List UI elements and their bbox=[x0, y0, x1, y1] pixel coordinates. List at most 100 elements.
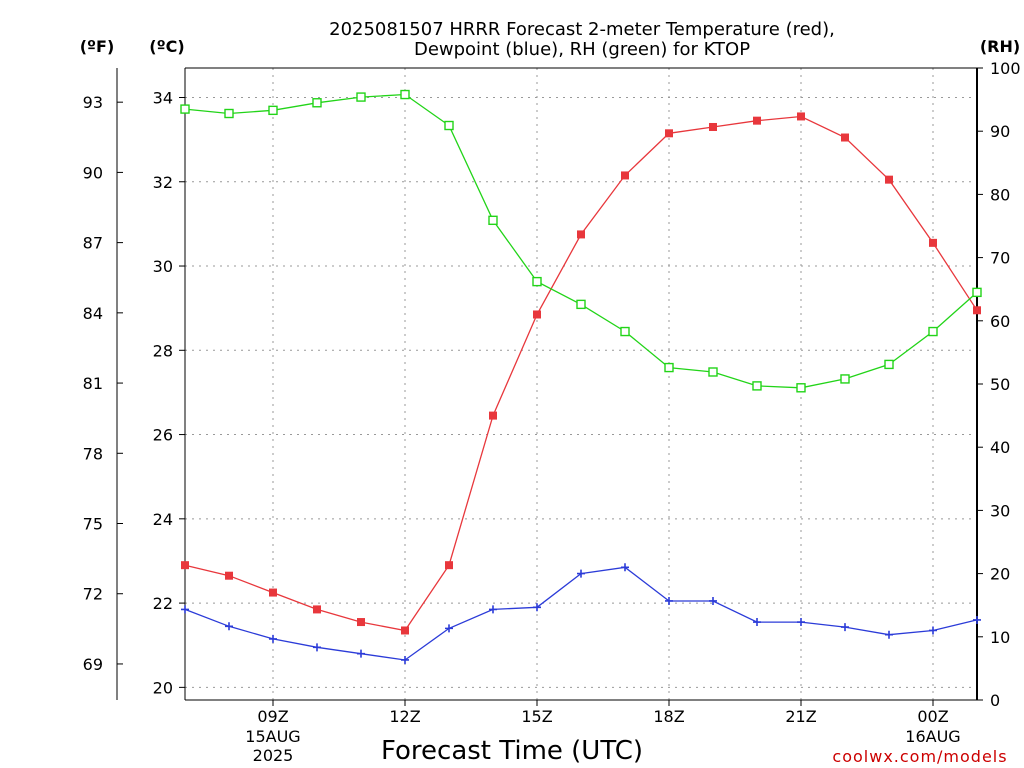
dewpoint-point bbox=[533, 603, 541, 612]
x-tick-label: 09Z bbox=[257, 707, 288, 726]
rh-tick-label: 30 bbox=[990, 501, 1010, 520]
dewpoint-point bbox=[489, 605, 497, 614]
dewpoint-point bbox=[445, 624, 453, 633]
fahrenheit-tick-label: 81 bbox=[83, 374, 103, 393]
rh-tick-label: 10 bbox=[990, 628, 1010, 647]
rh-tick-label: 40 bbox=[990, 438, 1010, 457]
temperature-point bbox=[489, 411, 497, 420]
chart-title-line1: 2025081507 HRRR Forecast 2-meter Tempera… bbox=[329, 19, 835, 40]
dewpoint-point bbox=[797, 618, 805, 627]
x-tick-label: 12Z bbox=[389, 707, 420, 726]
x-tick-date-label: 15AUG bbox=[245, 727, 300, 746]
rh-point bbox=[620, 326, 630, 337]
rh-point bbox=[180, 104, 190, 114]
rh-point bbox=[356, 92, 366, 102]
rh-point bbox=[400, 89, 410, 100]
rh-tick-label: 0 bbox=[990, 691, 1000, 710]
fahrenheit-tick-label: 75 bbox=[83, 515, 103, 534]
rh-point bbox=[884, 359, 894, 370]
dewpoint-point bbox=[885, 630, 893, 639]
rh-point bbox=[532, 276, 542, 287]
temperature-point bbox=[797, 112, 805, 121]
rh-tick-label: 90 bbox=[990, 122, 1010, 141]
temperature-point bbox=[621, 171, 629, 180]
dewpoint-point bbox=[973, 615, 981, 624]
dewpoint-point bbox=[665, 596, 673, 605]
rh-tick-label: 60 bbox=[990, 312, 1010, 331]
celsius-unit-label: (ºC) bbox=[149, 37, 184, 56]
fahrenheit-unit-label: (ºF) bbox=[80, 37, 115, 56]
temperature-series-line bbox=[184, 115, 978, 632]
celsius-tick-label: 20 bbox=[153, 678, 173, 697]
grid-layer bbox=[185, 68, 977, 700]
temperature-point bbox=[357, 618, 365, 627]
dewpoint-point bbox=[269, 634, 277, 643]
dewpoint-point bbox=[181, 605, 189, 614]
dewpoint-point bbox=[709, 596, 717, 605]
fahrenheit-tick-label: 87 bbox=[83, 234, 103, 253]
temperature-point bbox=[313, 605, 321, 614]
dewpoint-point bbox=[621, 563, 629, 572]
dewpoint-point bbox=[753, 618, 761, 627]
rh-point bbox=[928, 326, 938, 337]
temperature-point bbox=[929, 238, 937, 247]
rh-tick-label: 100 bbox=[990, 59, 1021, 78]
chart-title-line2: Dewpoint (blue), RH (green) for KTOP bbox=[414, 39, 750, 60]
celsius-tick-label: 22 bbox=[153, 594, 173, 613]
credit-label: coolwx.com/models bbox=[832, 747, 1007, 766]
fahrenheit-tick-label: 72 bbox=[83, 585, 103, 604]
x-tick-year-label: 2025 bbox=[253, 746, 294, 765]
rh-point bbox=[268, 105, 278, 116]
temperature-point bbox=[885, 175, 893, 184]
rh-point bbox=[664, 362, 674, 373]
temperature-point bbox=[269, 588, 277, 597]
rh-point bbox=[444, 120, 454, 131]
temperature-point bbox=[577, 230, 585, 239]
rh-point bbox=[796, 383, 806, 393]
celsius-tick-label: 24 bbox=[153, 510, 173, 529]
dewpoint-point bbox=[357, 649, 365, 658]
dewpoint-point bbox=[841, 623, 849, 632]
temperature-point bbox=[841, 133, 849, 142]
temperature-point bbox=[225, 571, 233, 580]
x-axis-label: Forecast Time (UTC) bbox=[381, 736, 643, 766]
temperature-point bbox=[753, 116, 761, 125]
dewpoint-series-line bbox=[184, 566, 978, 661]
dewpoint-point bbox=[929, 626, 937, 635]
celsius-tick-label: 32 bbox=[153, 173, 173, 192]
x-tick-label: 18Z bbox=[653, 707, 684, 726]
rh-point bbox=[972, 287, 982, 298]
axes-layer: 20 22 24 26 28 30 32 34 69 72 75 78 81 84 87 90 93 0 10 20 3… bbox=[83, 59, 1021, 765]
celsius-tick-label: 34 bbox=[153, 88, 173, 107]
x-tick-label: 15Z bbox=[521, 707, 552, 726]
temperature-point bbox=[665, 129, 673, 138]
temperature-point bbox=[181, 561, 189, 570]
temperature-point bbox=[401, 626, 409, 635]
x-tick-label: 00Z bbox=[917, 707, 948, 726]
rh-point bbox=[752, 381, 762, 391]
rh-point bbox=[224, 108, 234, 119]
temperature-point bbox=[533, 310, 541, 319]
rh-point bbox=[576, 299, 586, 310]
dewpoint-point bbox=[225, 622, 233, 631]
celsius-tick-label: 28 bbox=[153, 341, 173, 360]
fahrenheit-tick-label: 78 bbox=[83, 444, 103, 463]
temperature-point bbox=[973, 306, 981, 315]
x-tick-label: 21Z bbox=[785, 707, 816, 726]
rh-unit-label: (RH) bbox=[980, 37, 1020, 56]
fahrenheit-tick-label: 93 bbox=[83, 93, 103, 112]
series-layer bbox=[180, 89, 982, 664]
rh-tick-label: 50 bbox=[990, 375, 1010, 394]
rh-point bbox=[840, 374, 850, 384]
temperature-point bbox=[445, 561, 453, 570]
dewpoint-point bbox=[313, 643, 321, 652]
rh-point bbox=[708, 367, 718, 377]
rh-tick-label: 70 bbox=[990, 249, 1010, 268]
fahrenheit-tick-label: 90 bbox=[83, 163, 103, 182]
fahrenheit-tick-label: 84 bbox=[83, 304, 103, 323]
dewpoint-point bbox=[577, 569, 585, 578]
temperature-point bbox=[709, 122, 717, 131]
dewpoint-point bbox=[401, 655, 409, 664]
rh-point bbox=[488, 215, 498, 226]
